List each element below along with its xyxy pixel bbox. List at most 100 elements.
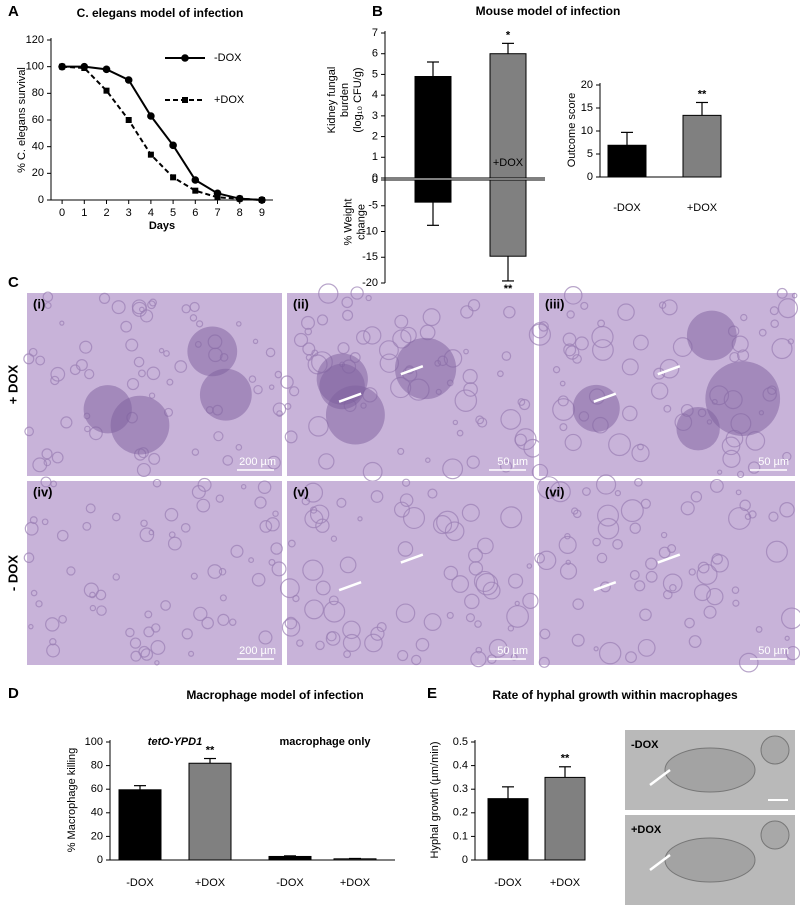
tissue-texture [399, 493, 414, 507]
tissue-texture [717, 469, 723, 475]
tissue-texture [181, 304, 191, 314]
tissue-texture [755, 626, 763, 633]
tissue-texture [637, 638, 656, 657]
marker [192, 187, 199, 194]
chart-title: Rate of hyphal growth within macrophages [492, 688, 738, 702]
tissue-texture [251, 572, 266, 587]
tissue-texture [422, 308, 441, 327]
tissue-texture [522, 592, 539, 610]
tissue-texture [735, 489, 742, 496]
tissue-texture [85, 503, 96, 514]
tissue-texture [148, 298, 157, 307]
y-tick-label: 120 [26, 34, 44, 46]
chart-title: Mouse model of infection [476, 4, 621, 18]
tissue-texture [148, 529, 155, 536]
y-tick-label: 5 [587, 148, 593, 160]
tissue-texture [475, 646, 483, 654]
tissue-texture [289, 386, 300, 397]
tissue-texture [625, 651, 637, 664]
bar [188, 762, 232, 861]
y-tick-label: 40 [91, 807, 103, 819]
tissue-texture [305, 354, 313, 361]
tissue-texture [779, 502, 795, 518]
histology-image [539, 481, 795, 665]
tissue-texture [640, 498, 651, 509]
tissue-texture [131, 299, 147, 315]
x-tick-label: 7 [214, 207, 220, 219]
tissue-texture [191, 448, 200, 456]
tissue-texture [620, 499, 644, 523]
row-label: + DOX [5, 364, 20, 404]
tissue-texture [193, 606, 208, 622]
y-tick-label: 10 [581, 125, 593, 137]
tissue-texture [497, 370, 504, 378]
tissue-texture [739, 499, 751, 512]
tissue-texture [126, 377, 140, 391]
tissue-texture [475, 415, 485, 425]
tissue-texture [780, 607, 800, 630]
scale-bar-label: 50 µm [497, 645, 528, 657]
tissue-texture [466, 455, 480, 469]
tissue-texture [272, 402, 287, 416]
tissue-texture [593, 646, 599, 652]
x-tick-label: 8 [237, 207, 243, 219]
tissue-texture [257, 480, 272, 494]
tissue-texture [552, 366, 561, 374]
tissue-texture [662, 573, 683, 594]
marker [147, 151, 154, 158]
legend-label: +DOX [214, 94, 245, 106]
tissue-texture [703, 605, 717, 619]
y-tick-label: -10 [362, 225, 378, 237]
tissue-texture [738, 652, 759, 673]
tissue-texture [454, 389, 478, 412]
y-tick-label: 1 [372, 151, 378, 163]
tissue-texture [370, 626, 385, 641]
tissue-texture [482, 581, 501, 600]
tissue-texture [248, 557, 255, 564]
tissue-texture [629, 522, 641, 534]
tissue-texture [706, 587, 724, 606]
tissue-texture [316, 314, 329, 326]
x-tick-label: 1 [81, 207, 87, 219]
tissue-texture [536, 550, 557, 571]
tissue-texture [506, 605, 529, 628]
tissue-texture [318, 453, 335, 470]
arrow [649, 769, 671, 786]
arrow [657, 553, 681, 564]
tissue-texture [444, 521, 465, 542]
tissue-texture [731, 586, 740, 594]
tissue-texture [167, 536, 182, 551]
tissue-texture [732, 599, 740, 607]
tissue-texture [79, 340, 93, 354]
tissue-texture [43, 458, 52, 467]
tissue-texture [597, 504, 620, 527]
tissue-texture [565, 559, 571, 566]
y-tick-label: 0.1 [453, 830, 468, 842]
tissue-texture [562, 332, 577, 347]
tissue-texture [621, 358, 639, 376]
x-axis-label: Days [149, 220, 175, 232]
x-tick-label: 3 [126, 207, 132, 219]
marker [81, 65, 88, 71]
tissue-texture [89, 604, 97, 612]
tissue-texture [736, 470, 745, 479]
tissue-texture [284, 402, 292, 410]
y-tick-label: 80 [32, 87, 44, 99]
tissue-texture [559, 562, 578, 580]
tissue-texture [58, 614, 67, 624]
tissue-texture [304, 599, 325, 620]
tissue-texture [473, 570, 496, 593]
y-tick-label: 20 [581, 79, 593, 91]
tissue-texture [392, 329, 412, 349]
tissue-texture [758, 328, 767, 337]
tissue-texture [236, 321, 242, 327]
legend-marker [182, 97, 188, 103]
tissue-texture [222, 455, 234, 466]
tissue-texture [304, 509, 324, 529]
chart-title: C. elegans model of infection [77, 6, 244, 20]
tissue-texture [776, 287, 788, 299]
tissue-texture [56, 529, 69, 542]
scale-bar-label: 50 µm [758, 645, 789, 657]
arrow [657, 365, 681, 376]
lesion [572, 384, 620, 432]
